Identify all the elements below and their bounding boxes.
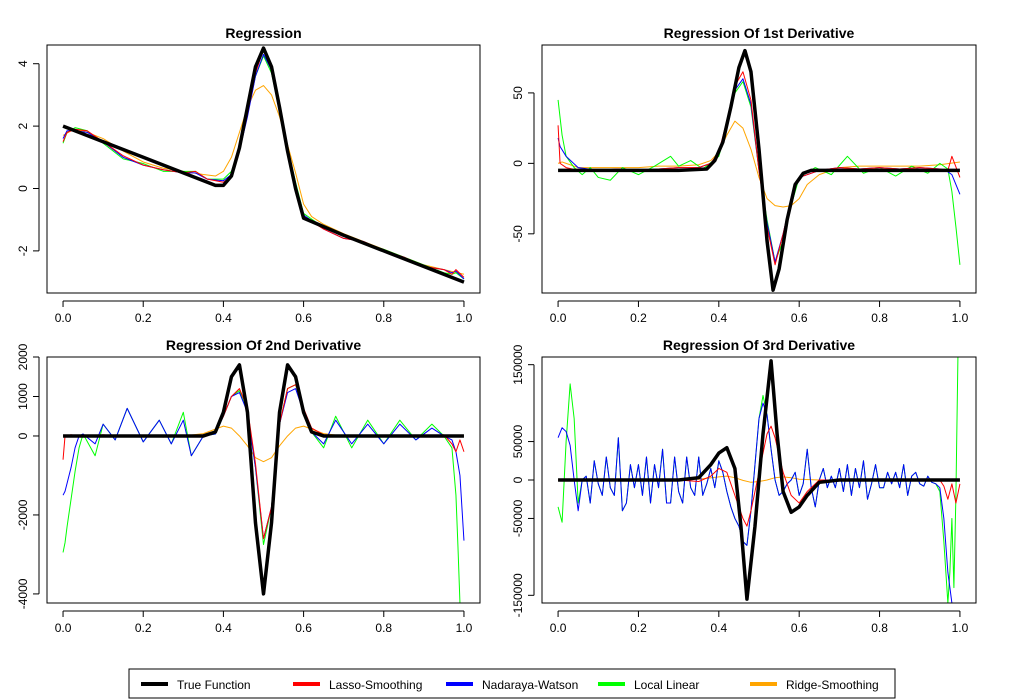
x-axis: 0.0 0.2 0.4 0.6 0.8 1.0 bbox=[55, 610, 473, 635]
series-line-local-linear bbox=[62, 55, 465, 280]
legend-label: Ridge-Smoothing bbox=[786, 678, 879, 692]
panel-3: Regression Of 2nd Derivative 0.0 0.2 0.4 0.6… bbox=[16, 337, 481, 635]
x-tick-label: 1.0 bbox=[456, 311, 473, 325]
y-tick-label: -2 bbox=[16, 245, 30, 256]
legend-label: Local Linear bbox=[634, 678, 699, 692]
y-tick-label: 150000 bbox=[511, 344, 525, 384]
y-tick-label: -50 bbox=[511, 225, 525, 243]
panel-2: Regression Of 1st Derivative 0.0 0.2 0.4 0.6… bbox=[511, 25, 977, 325]
chart-title: Regression Of 1st Derivative bbox=[664, 25, 855, 41]
y-tick-label: 2 bbox=[16, 122, 30, 129]
x-tick-label: 0.0 bbox=[550, 311, 567, 325]
panel-1: Regression 0.0 0.2 0.4 0.6 0.8 1.0 -2 0 2 4 bbox=[16, 25, 481, 325]
series-line-ridge-smoothing bbox=[63, 425, 464, 463]
x-axis: 0.0 0.2 0.4 0.6 0.8 1.0 bbox=[550, 300, 969, 325]
x-tick-label: 1.0 bbox=[952, 311, 969, 325]
x-tick-label: 0.6 bbox=[295, 311, 312, 325]
x-tick-label: 0.2 bbox=[630, 311, 647, 325]
series-line-true-function bbox=[62, 46, 465, 284]
x-axis: 0.0 0.2 0.4 0.6 0.8 1.0 bbox=[55, 300, 473, 325]
series-line-ridge-smoothing bbox=[557, 120, 960, 208]
x-tick-label: 0.6 bbox=[295, 621, 312, 635]
y-tick-label: -50000 bbox=[511, 499, 525, 537]
y-tick-label: 0 bbox=[511, 160, 525, 167]
x-tick-label: 0.0 bbox=[55, 311, 72, 325]
y-axis: -50 0 50 bbox=[511, 86, 535, 243]
x-tick-label: 1.0 bbox=[952, 621, 969, 635]
y-tick-label: 2000 bbox=[16, 343, 30, 370]
series-line-true-function bbox=[558, 48, 960, 292]
series-group bbox=[62, 363, 465, 603]
plot-frame bbox=[46, 44, 481, 294]
x-tick-label: 0.4 bbox=[710, 621, 727, 635]
y-tick-label: 1000 bbox=[16, 383, 30, 410]
x-tick-label: 0.8 bbox=[375, 621, 392, 635]
chart-title: Regression Of 2nd Derivative bbox=[166, 337, 362, 353]
series-line-nadaraya-watson bbox=[62, 53, 465, 280]
y-tick-label: 50000 bbox=[511, 425, 525, 459]
series-line-true-function bbox=[558, 359, 960, 601]
y-tick-label: 0 bbox=[511, 476, 525, 483]
y-tick-label: 4 bbox=[16, 60, 30, 67]
legend-label: Nadaraya-Watson bbox=[482, 678, 578, 692]
x-tick-label: 0.0 bbox=[550, 621, 567, 635]
x-tick-label: 0.6 bbox=[791, 311, 808, 325]
x-tick-label: 0.2 bbox=[135, 621, 152, 635]
chart-title: Regression Of 3rd Derivative bbox=[663, 337, 855, 353]
x-tick-label: 0.4 bbox=[215, 311, 232, 325]
y-tick-label: 50 bbox=[511, 86, 525, 100]
x-tick-label: 0.4 bbox=[215, 621, 232, 635]
x-tick-label: 1.0 bbox=[456, 621, 473, 635]
x-tick-label: 0.6 bbox=[791, 621, 808, 635]
plot-frame bbox=[541, 44, 977, 294]
legend: True Function Lasso-Smoothing Nadaraya-Wat… bbox=[128, 668, 896, 699]
series-group bbox=[557, 48, 961, 292]
y-axis: -4000 -2000 0 1000 2000 bbox=[16, 343, 40, 609]
y-axis: -2 0 2 4 bbox=[16, 60, 40, 256]
plot-frame bbox=[541, 356, 977, 604]
x-tick-label: 0.8 bbox=[871, 621, 888, 635]
y-tick-label: -4000 bbox=[16, 578, 30, 609]
y-tick-label: -150000 bbox=[511, 573, 525, 617]
legend-label: Lasso-Smoothing bbox=[329, 678, 422, 692]
y-tick-label: 0 bbox=[16, 432, 30, 439]
series-line-nadaraya-watson bbox=[557, 402, 953, 603]
series-line-lasso-smoothing bbox=[62, 49, 465, 278]
x-tick-label: 0.8 bbox=[871, 311, 888, 325]
series-group bbox=[557, 357, 961, 603]
series-line-true-function bbox=[63, 363, 464, 596]
plot-frame bbox=[46, 356, 481, 604]
y-axis: -150000 -50000 0 50000 150000 bbox=[511, 344, 535, 617]
x-tick-label: 0.4 bbox=[710, 311, 727, 325]
x-axis: 0.0 0.2 0.4 0.6 0.8 1.0 bbox=[550, 610, 969, 635]
panel-4: Regression Of 3rd Derivative 0.0 0.2 0.4 0.6… bbox=[511, 337, 977, 635]
x-tick-label: 0.8 bbox=[375, 311, 392, 325]
x-tick-label: 0.2 bbox=[630, 621, 647, 635]
x-tick-label: 0.2 bbox=[135, 311, 152, 325]
series-line-ridge-smoothing bbox=[62, 85, 465, 275]
y-tick-label: -2000 bbox=[16, 499, 30, 530]
series-line-nadaraya-watson bbox=[62, 388, 465, 541]
y-tick-label: 0 bbox=[16, 185, 30, 192]
chart-title: Regression bbox=[225, 25, 301, 41]
series-group bbox=[62, 46, 465, 284]
x-tick-label: 0.0 bbox=[55, 621, 72, 635]
legend-label: True Function bbox=[177, 678, 251, 692]
